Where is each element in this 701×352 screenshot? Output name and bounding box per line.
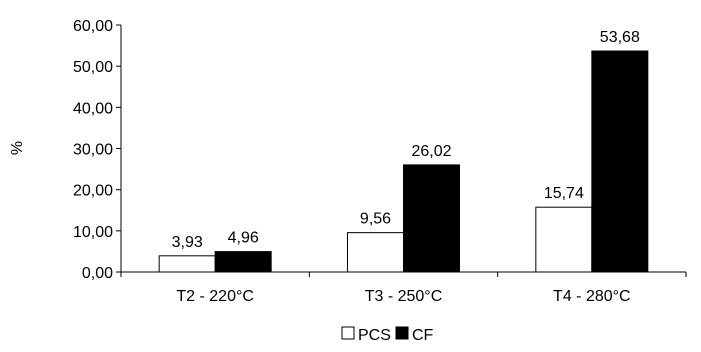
x-category-label: T3 - 250°C <box>365 288 443 305</box>
y-tick-label: 60,00 <box>73 18 113 35</box>
bar-cf <box>214 251 272 273</box>
bar-pcs <box>535 206 593 273</box>
legend-swatch-pcs <box>341 326 355 340</box>
y-tick-label: 10,00 <box>73 224 113 241</box>
data-label-cf: 4,96 <box>228 230 259 247</box>
bar-cf <box>403 164 460 273</box>
legend-swatch-cf <box>395 326 409 340</box>
legend-label-pcs: PCS <box>358 327 391 344</box>
legend-label-cf: CF <box>412 327 434 344</box>
data-label-cf: 26,02 <box>411 143 451 160</box>
bar-pcs <box>158 255 216 273</box>
x-category-label: T2 - 220°C <box>176 288 254 305</box>
bars <box>158 50 649 273</box>
legend: PCS CF <box>341 326 434 344</box>
data-labels: 3,93 4,96 9,56 26,02 15,74 53,68 <box>172 29 640 251</box>
y-axis-title: % <box>9 141 26 155</box>
bar-pcs <box>347 232 404 273</box>
y-axis: 0,00 10,00 20,00 30,00 40,00 50,00 60,00 <box>73 18 122 282</box>
y-tick-label: 50,00 <box>73 59 113 76</box>
y-tick-label: 20,00 <box>73 183 113 200</box>
bar-cf <box>591 50 649 273</box>
data-label-pcs: 15,74 <box>544 185 584 202</box>
data-label-pcs: 9,56 <box>360 211 391 228</box>
y-tick-label: 0,00 <box>82 265 113 282</box>
y-tick-label: 30,00 <box>73 142 113 159</box>
data-label-cf: 53,68 <box>600 29 640 46</box>
x-axis: T2 - 220°C T3 - 250°C T4 - 280°C <box>120 271 687 305</box>
y-tick-label: 40,00 <box>73 100 113 117</box>
x-category-label: T4 - 280°C <box>553 288 631 305</box>
data-label-pcs: 3,93 <box>172 234 203 251</box>
